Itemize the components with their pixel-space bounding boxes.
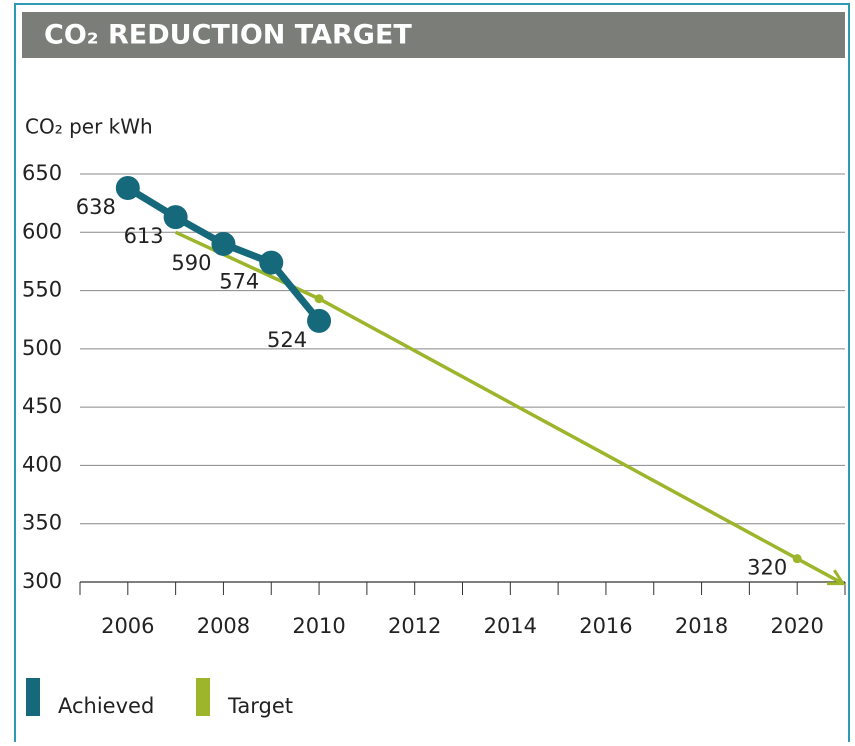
- target-arrowhead: [826, 569, 846, 586]
- y-tick-label: 300: [22, 569, 62, 593]
- legend-swatch: [196, 678, 210, 716]
- legend-label: Achieved: [58, 694, 154, 718]
- y-tick-label: 500: [22, 336, 62, 360]
- achieved-point: [259, 250, 284, 275]
- achieved-point: [163, 205, 188, 230]
- y-axis-label: CO₂ per kWh: [25, 115, 153, 139]
- achieved-point: [115, 175, 140, 200]
- legend-label: Target: [227, 694, 293, 718]
- frame: [14, 3, 850, 746]
- target-point: [314, 294, 324, 304]
- y-tick-label: 650: [22, 161, 62, 185]
- x-tick-label: 2016: [579, 614, 632, 638]
- y-tick-label: 600: [22, 219, 62, 243]
- x-tick-label: 2012: [388, 614, 441, 638]
- x-tick-label: 2020: [770, 614, 823, 638]
- x-tick-label: 2008: [197, 614, 250, 638]
- x-tick-label: 2006: [101, 614, 154, 638]
- target-point: [792, 554, 802, 564]
- chart-title: CO₂ REDUCTION TARGET: [44, 20, 412, 51]
- data-label: 524: [267, 328, 307, 352]
- data-label: 638: [76, 195, 116, 219]
- y-tick-label: 400: [22, 452, 62, 476]
- target-line: [174, 230, 844, 586]
- header-bar: [22, 12, 845, 58]
- y-tick-label: 350: [22, 511, 62, 535]
- data-label: 590: [171, 251, 211, 275]
- y-tick-label: 550: [22, 278, 62, 302]
- x-tick-label: 2014: [484, 614, 537, 638]
- y-tick-label: 450: [22, 394, 62, 418]
- data-label: 613: [124, 224, 164, 248]
- achieved-point: [211, 231, 236, 256]
- achieved-point: [307, 308, 332, 333]
- x-tick-label: 2018: [675, 614, 728, 638]
- x-tick-label: 2010: [292, 614, 345, 638]
- data-label: 574: [219, 270, 259, 294]
- legend-swatch: [26, 678, 40, 716]
- data-label: 320: [747, 556, 787, 580]
